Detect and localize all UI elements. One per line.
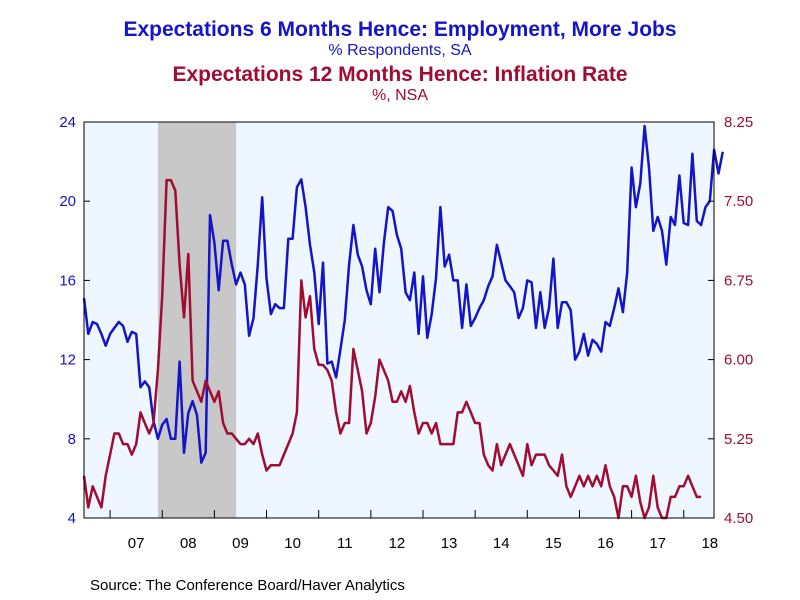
left-axis-tick-label: 24	[59, 114, 76, 131]
chart-title-employment: Expectations 6 Months Hence: Employment,…	[123, 18, 677, 41]
x-axis-tick-label: 15	[545, 535, 562, 552]
left-axis-tick-label: 12	[59, 352, 76, 369]
x-axis-tick-label: 11	[337, 535, 353, 552]
plot-frame	[83, 121, 715, 519]
right-axis-tick-label: 6.00	[724, 352, 753, 369]
right-axis-tick-label: 6.75	[724, 272, 753, 289]
right-axis-tick-label: 8.25	[724, 114, 753, 131]
recession-shading	[157, 122, 237, 518]
series-line-employment	[82, 124, 725, 464]
x-axis-tick-label: 12	[389, 535, 406, 552]
right-axis-tick-label: 5.25	[724, 431, 753, 448]
x-axis-tick-label: 14	[493, 535, 510, 552]
left-axis-tick-label: 16	[59, 272, 76, 289]
x-axis-tick-label: 18	[701, 535, 718, 552]
left-axis-tick-label: 4	[68, 510, 76, 527]
right-axis-tick-label: 7.50	[724, 193, 753, 210]
x-axis-tick-label: 08	[180, 535, 197, 552]
x-axis-tick-label: 07	[128, 535, 145, 552]
x-axis-tick-label: 17	[649, 535, 666, 552]
chart-title-inflation: Expectations 12 Months Hence: Inflation …	[172, 63, 628, 86]
chart-subtitle-employment: % Respondents, SA	[328, 42, 472, 59]
source-note: Source: The Conference Board/Haver Analy…	[90, 577, 405, 594]
series-line-inflation	[82, 178, 702, 520]
right-axis-tick-label: 4.50	[724, 510, 753, 527]
x-axis-tick-label: 13	[441, 535, 458, 552]
chart-subtitle-inflation: %, NSA	[371, 87, 428, 104]
left-axis-tick-label: 8	[68, 431, 76, 448]
x-axis-tick-label: 16	[597, 535, 614, 552]
x-axis-tick-label: 10	[284, 535, 301, 552]
x-axis-tick-label: 09	[232, 535, 249, 552]
left-axis-tick-label: 20	[59, 193, 76, 210]
